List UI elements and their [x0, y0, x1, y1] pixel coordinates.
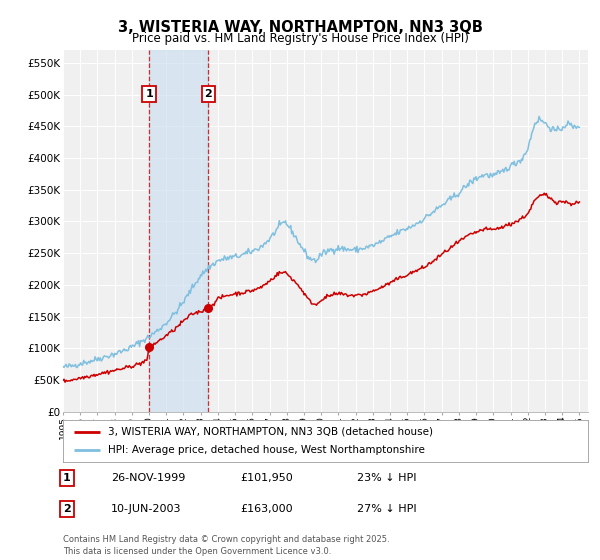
Text: £101,950: £101,950 — [240, 473, 293, 483]
Text: 2: 2 — [205, 88, 212, 99]
Text: 3, WISTERIA WAY, NORTHAMPTON, NN3 3QB: 3, WISTERIA WAY, NORTHAMPTON, NN3 3QB — [118, 20, 482, 35]
Text: Contains HM Land Registry data © Crown copyright and database right 2025.
This d: Contains HM Land Registry data © Crown c… — [63, 535, 389, 556]
Text: Price paid vs. HM Land Registry's House Price Index (HPI): Price paid vs. HM Land Registry's House … — [131, 32, 469, 45]
Bar — [149, 50, 208, 412]
Text: £163,000: £163,000 — [240, 504, 293, 514]
Text: 26-NOV-1999: 26-NOV-1999 — [111, 473, 185, 483]
Text: 27% ↓ HPI: 27% ↓ HPI — [357, 504, 416, 514]
Text: 23% ↓ HPI: 23% ↓ HPI — [357, 473, 416, 483]
Text: 3, WISTERIA WAY, NORTHAMPTON, NN3 3QB (detached house): 3, WISTERIA WAY, NORTHAMPTON, NN3 3QB (d… — [107, 427, 433, 437]
Text: 1: 1 — [145, 88, 153, 99]
Text: 1: 1 — [63, 473, 71, 483]
Text: 2: 2 — [63, 504, 71, 514]
Text: HPI: Average price, detached house, West Northamptonshire: HPI: Average price, detached house, West… — [107, 445, 425, 455]
Text: 10-JUN-2003: 10-JUN-2003 — [111, 504, 182, 514]
